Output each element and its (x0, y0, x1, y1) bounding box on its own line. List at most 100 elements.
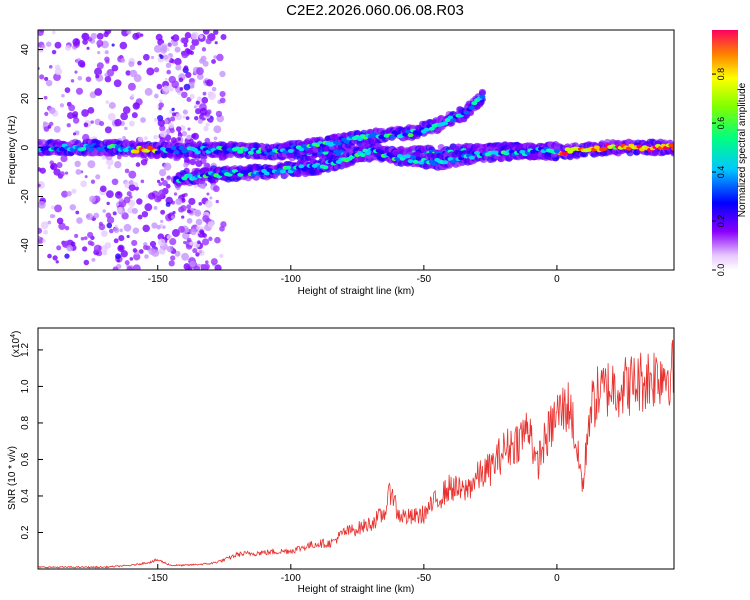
y-tick-label: 0.4 (20, 489, 31, 503)
noise-speckle (108, 228, 114, 234)
noise-speckle (196, 96, 202, 102)
noise-speckle (120, 112, 128, 121)
noise-speckle (87, 231, 94, 238)
noise-speckle (131, 207, 138, 214)
noise-speckle (153, 134, 158, 140)
noise-speckle (111, 64, 119, 72)
noise-speckle (61, 93, 65, 98)
track-point (415, 156, 422, 161)
y-tick-label: 1.2 (20, 343, 31, 357)
y-tick-label: 0.8 (20, 416, 31, 430)
noise-speckle (53, 125, 61, 133)
noise-speckle (215, 199, 219, 204)
track-point (356, 137, 363, 142)
noise-speckle (161, 179, 168, 186)
noise-speckle (59, 171, 65, 177)
noise-speckle (153, 93, 159, 99)
noise-speckle (70, 79, 75, 83)
noise-speckle (171, 112, 176, 117)
colorbar-tick-label: 0.4 (716, 166, 726, 179)
noise-speckle (157, 233, 165, 241)
noise-speckle (140, 33, 144, 37)
noise-speckle (180, 37, 187, 44)
noise-speckle (38, 235, 41, 240)
noise-speckle (129, 257, 134, 261)
noise-speckle (80, 180, 88, 188)
noise-speckle (181, 130, 188, 137)
noise-speckle (130, 93, 135, 98)
noise-speckle (114, 118, 122, 127)
noise-speckle (196, 225, 201, 231)
track-point (242, 147, 249, 152)
noise-speckle (96, 62, 104, 70)
track-point (431, 162, 438, 167)
noise-speckle (89, 195, 96, 203)
noise-speckle (94, 88, 103, 96)
noise-speckle (157, 119, 165, 127)
noise-speckle (197, 240, 201, 245)
noise-speckle (74, 160, 81, 168)
noise-speckle (187, 127, 191, 131)
noise-speckle (64, 225, 70, 231)
track-point (186, 173, 193, 178)
noise-speckle (174, 250, 181, 257)
noise-speckle (70, 241, 76, 247)
noise-speckle (199, 34, 204, 39)
colorbar-tick-label: 0.2 (716, 215, 726, 228)
noise-speckle (106, 222, 113, 229)
noise-speckle (159, 130, 167, 138)
noise-speckle (153, 44, 162, 53)
colorbar-tick-label: 0.8 (716, 68, 726, 81)
noise-speckle (137, 214, 143, 220)
noise-speckle (214, 236, 221, 244)
noise-speckle (193, 105, 197, 109)
noise-speckle (71, 188, 77, 194)
spectrogram-chart: -150 -100 -50 0 40 20 0 -20 -40 Height of strai… (7, 29, 748, 297)
noise-speckle (116, 191, 121, 196)
y-tick-label: -40 (20, 238, 31, 253)
noise-speckle (128, 184, 136, 192)
noise-speckle (140, 179, 145, 184)
track-point (298, 147, 305, 152)
noise-speckle (119, 228, 123, 233)
noise-speckle (188, 197, 196, 206)
noise-speckle (164, 77, 168, 81)
noise-speckle (186, 218, 193, 224)
noise-speckle (171, 34, 180, 42)
noise-speckle (39, 167, 46, 174)
noise-speckle (142, 245, 148, 251)
track-point (279, 169, 286, 174)
noise-speckle (95, 174, 101, 180)
noise-speckle (204, 162, 210, 169)
noise-speckle (74, 233, 79, 239)
noise-speckle (216, 53, 224, 62)
track-point (85, 144, 92, 149)
noise-speckle (51, 49, 57, 55)
noise-speckle (66, 244, 73, 252)
noise-speckle (123, 223, 132, 232)
noise-speckle (50, 164, 55, 170)
noise-speckle (38, 30, 44, 37)
noise-speckle (54, 67, 63, 76)
noise-speckle (206, 79, 214, 87)
noise-speckle (146, 67, 155, 76)
noise-speckle (105, 212, 112, 219)
spectrogram-y-ticks: 40 20 0 -20 -40 (20, 44, 43, 253)
noise-speckle (170, 215, 175, 220)
noise-speckle (44, 76, 49, 81)
noise-speckle (213, 55, 217, 59)
noise-speckle (45, 79, 53, 87)
noise-speckle (76, 217, 83, 224)
noise-speckle (160, 209, 166, 215)
noise-speckle (213, 30, 219, 35)
x-tick-label: -150 (148, 274, 168, 285)
noise-speckle (99, 121, 105, 127)
noise-speckle (41, 44, 46, 49)
track-point (415, 130, 422, 135)
noise-speckle (74, 70, 78, 74)
track-point (364, 151, 371, 156)
noise-speckle (128, 179, 134, 185)
noise-speckle (123, 196, 131, 204)
svg-text:(x104): (x104) (10, 331, 22, 358)
noise-speckle (204, 137, 211, 144)
